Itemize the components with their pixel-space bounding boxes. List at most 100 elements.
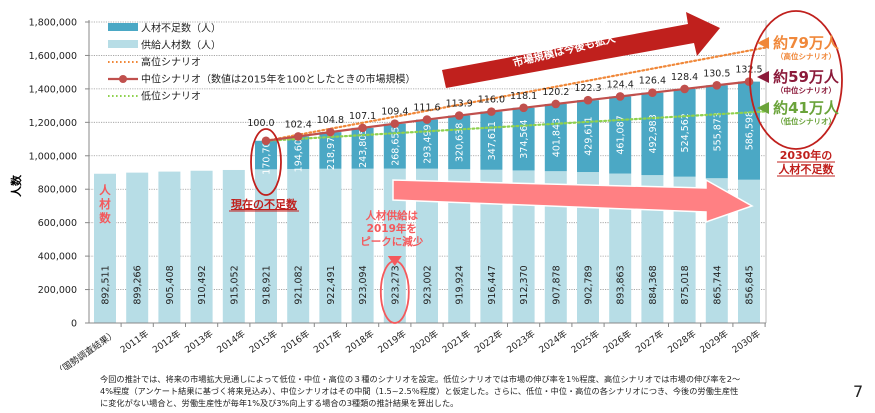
result-value: 約41万人	[773, 99, 840, 117]
result-scenario: （高位シナリオ）	[776, 51, 836, 61]
supply-bar	[287, 168, 310, 323]
supply-value-label: 923,002	[423, 265, 434, 304]
footnote: 今回の推計では、将来の市場拡大見通しによって低位・中位・高位の３種のシナリオを設…	[100, 373, 780, 409]
x-tick-label: 2018年	[343, 328, 376, 356]
x-axis: 2010年（国勢調査結果） 2011年 2012年 2013年 2014年 2015年 20…	[27, 322, 766, 370]
legend-label-low: 低位シナリオ	[141, 90, 201, 103]
supply-value-label: 923,094	[358, 265, 369, 304]
market-index-label: 132.5	[735, 65, 762, 76]
mid-scenario-marker	[744, 77, 754, 86]
shortage-value-label: 293,499	[423, 124, 434, 163]
x-tick-label: 2015年	[247, 328, 280, 356]
supply-value-label: 923,273	[390, 265, 401, 304]
y-axis: 0 200,000 400,000 600,000 800,000 1,000,000 1,…	[9, 18, 767, 330]
supply-bar	[577, 172, 599, 323]
shortage-bar	[351, 127, 374, 169]
x-tick-label: 2027年	[633, 328, 666, 356]
result-pointer-icon	[757, 71, 769, 83]
mid-scenario-marker	[358, 123, 367, 133]
x-tick-label: 2025年	[569, 328, 602, 356]
supply-bar	[544, 171, 567, 323]
supply-bar	[255, 169, 277, 323]
shortage-bar	[512, 107, 535, 171]
legend-swatch-shortage	[108, 23, 138, 31]
x-tick-label: 2030年	[730, 328, 763, 356]
shortage-bar	[255, 140, 277, 170]
x-tick-label: 2017年	[311, 328, 344, 356]
supply-bar	[480, 169, 503, 323]
mid-scenario-line	[265, 80, 750, 142]
page-number: 7	[853, 382, 864, 401]
market-index-label: 128.4	[671, 72, 698, 83]
shortage-bar	[383, 123, 406, 169]
peak-note-line: 人材供給は	[366, 209, 419, 222]
mid-scenario-marker	[487, 107, 496, 116]
market-index-label: 104.8	[317, 115, 344, 126]
shortage-bar	[738, 81, 760, 180]
mid-scenario-marker	[293, 132, 303, 141]
shortage-value-label: 268,655	[390, 126, 401, 165]
result-circle	[749, 10, 843, 150]
y-tick-label: 1,800,000	[29, 18, 77, 29]
shortage-bar	[287, 136, 310, 169]
mid-scenario-marker	[390, 119, 400, 128]
x-tick-label: 2010年（国勢調査結果）	[27, 328, 119, 370]
low-scenario-line	[264, 110, 770, 142]
x-tick-label: 2024年	[537, 328, 570, 356]
legend-label-shortage: 人材不足数（人）	[141, 22, 221, 35]
x-tick-label: 2028年	[665, 328, 698, 356]
y-tick-label: 600,000	[38, 218, 77, 229]
y-tick-label: 1,000,000	[29, 151, 77, 162]
high-scenario-line	[264, 45, 770, 142]
y-tick-label: 400,000	[38, 252, 77, 263]
shortage-bar	[577, 100, 599, 173]
supply-value-label: 915,052	[229, 265, 240, 304]
supply-value-label: 907,878	[551, 265, 562, 304]
x-tick-label: 2014年	[215, 328, 248, 356]
x-tick-label: 2016年	[279, 328, 312, 356]
y-tick-label: 1,200,000	[29, 118, 77, 129]
y-tick-label: 1,400,000	[29, 84, 77, 95]
supply-value-label: 884,368	[648, 265, 659, 304]
supply-bar	[190, 170, 213, 323]
supply-bar	[126, 172, 149, 323]
shortage-2030-label: 2030年の	[780, 148, 833, 162]
supply-bar	[222, 169, 245, 323]
shortage-2030-label: 人材不足数	[779, 162, 835, 176]
y-tick-label: 1,600,000	[29, 51, 77, 62]
result-value: 約59万人	[773, 68, 840, 86]
footnote-line: に変化がない場合と、労働生産性が毎年1%及び3%向上する場合の3種類の推計結果を…	[100, 398, 459, 408]
y-tick-label: 0	[71, 319, 77, 330]
market-index-label: 124.4	[607, 79, 634, 90]
x-tick-label: 2019年	[376, 328, 409, 356]
shortage-value-label: 170,700	[262, 135, 273, 174]
supply-value-label: 899,266	[133, 265, 144, 304]
x-tick-label: 2026年	[601, 328, 634, 356]
x-tick-label: 2029年	[698, 328, 731, 356]
legend-label-supply: 供給人材数（人）	[141, 39, 221, 52]
mid-scenario-marker	[615, 92, 625, 101]
legend-label-high: 高位シナリオ	[141, 56, 201, 69]
supply-bar	[383, 168, 406, 323]
shortage-value-label: 524,562	[680, 113, 691, 152]
shortage-bar	[480, 111, 503, 170]
shortage-value-label: 218,976	[326, 131, 337, 170]
shortage-bar	[641, 92, 664, 176]
shortage-bar	[544, 103, 567, 172]
legend-swatch-supply	[108, 40, 138, 48]
supply-bar	[94, 173, 116, 323]
footnote-line: 今回の推計では、将来の市場拡大見通しによって低位・中位・高位の３種のシナリオを設…	[100, 374, 741, 384]
shortage-bar	[319, 132, 342, 169]
supply-value-label: 892,511	[101, 265, 112, 304]
supply-value-label: 922,491	[326, 265, 337, 304]
bars: 892,511 899,266 905,408 910,492 915,052 918,9…	[94, 81, 760, 323]
mid-scenario-marker	[422, 115, 432, 124]
supply-value-label: 912,370	[519, 265, 530, 304]
y-tick-label: 200,000	[38, 285, 77, 296]
mid-scenario-marker	[326, 127, 335, 137]
shortage-value-label: 429,611	[584, 116, 595, 155]
scenario-lines: 100.0 102.4 104.8 107.1 109.4 111.6 113.9 116.0…	[247, 45, 770, 146]
supply-value-label: 893,863	[616, 265, 627, 304]
footnote-line: 4%程度（アンケート結果に基づく将来見込み）、中位シナリオはその中間（1.5~2…	[100, 386, 739, 396]
supply-bar	[512, 170, 535, 323]
